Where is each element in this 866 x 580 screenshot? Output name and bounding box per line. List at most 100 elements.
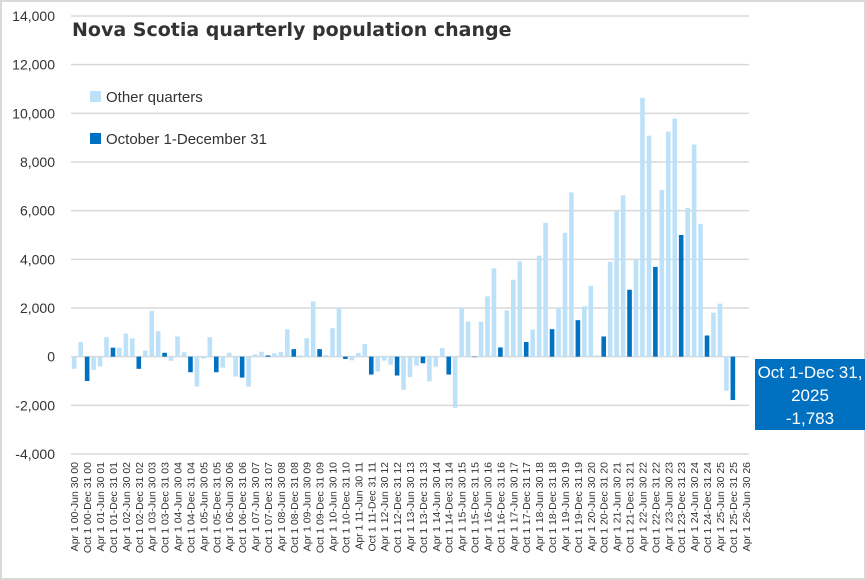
x-tick-label: Apr 1 07-Jun 30 07 <box>250 462 262 551</box>
y-tick-label: -2,000 <box>15 397 55 413</box>
y-tick-label: 12,000 <box>12 57 55 73</box>
x-tick-label: Apr 1 02-Jun 30 02 <box>121 462 133 551</box>
bar-october-december <box>343 356 348 359</box>
x-tick-label: Apr 1 03-Jun 30 03 <box>147 462 159 551</box>
legend-label-other-quarters: Other quarters <box>106 89 203 106</box>
x-tick-label: Oct 1 02-Dec 31 02 <box>134 462 146 553</box>
bar-october-december <box>730 356 736 401</box>
bar-october-december <box>188 356 193 373</box>
bar-other-quarter <box>556 308 561 357</box>
bar-other-quarter <box>252 354 258 357</box>
x-tick-label: Apr 1 19-Jun 30 19 <box>560 462 572 551</box>
bar-other-quarter <box>439 348 445 357</box>
bar-october-december <box>420 356 426 364</box>
bar-october-december <box>653 266 658 357</box>
bar-other-quarter <box>207 337 213 357</box>
x-tick-label: Oct 1 03-Dec 31 03 <box>160 462 172 553</box>
bar-other-quarter <box>607 261 613 357</box>
x-tick-label: Apr 1 14-Jun 30 14 <box>431 462 443 551</box>
bar-other-quarter <box>104 337 109 357</box>
x-tick-label: Oct 1 13-Dec 31 13 <box>418 462 430 553</box>
bar-other-quarter <box>459 308 464 357</box>
x-tick-label: Apr 1 18-Jun 30 18 <box>534 462 546 551</box>
bar-other-quarter <box>78 342 83 357</box>
bar-other-quarter <box>594 355 600 357</box>
bar-october-december <box>549 329 555 357</box>
bar-other-quarter <box>336 308 342 357</box>
y-axis-labels: -4,000 -2,000 0 2,000 4,000 6,000 8,000 10,000 1… <box>12 8 55 462</box>
bar-other-quarter <box>310 301 316 357</box>
bar-other-quarter <box>155 331 161 357</box>
bar-other-quarter <box>233 356 238 377</box>
x-tick-label: Oct 1 15-Dec 31 15 <box>470 462 482 553</box>
bar-other-quarter <box>130 338 135 357</box>
bar-october-december <box>575 320 581 357</box>
bar-other-quarter <box>717 303 723 357</box>
bar-other-quarter <box>511 279 516 357</box>
bar-october-december <box>265 355 271 357</box>
x-tick-label: Oct 1 06-Dec 31 06 <box>237 462 249 553</box>
bar-other-quarter <box>646 135 652 357</box>
x-tick-label: Oct 1 14-Dec 31 14 <box>444 462 456 553</box>
y-tick-label: -4,000 <box>15 446 55 462</box>
bar-other-quarter <box>349 356 355 361</box>
x-tick-label: Apr 1 05-Jun 30 05 <box>198 462 210 551</box>
bar-other-quarter <box>356 353 361 357</box>
x-tick-label: Oct 1 05-Dec 31 05 <box>211 462 223 553</box>
bar-october-december <box>678 235 684 357</box>
x-tick-label: Oct 1 11-Dec 31 11 <box>366 462 378 552</box>
bar-other-quarter <box>633 259 639 357</box>
bar-october-december <box>213 356 219 373</box>
x-tick-label: Apr 1 22-Jun 30 22 <box>637 462 649 551</box>
x-tick-label: Oct 1 23-Dec 31 23 <box>676 462 688 553</box>
bar-october-december <box>162 352 167 357</box>
x-tick-label: Oct 1 08-Dec 31 08 <box>289 462 301 553</box>
callout-line-3: -1,783 <box>786 409 834 428</box>
bar-october-december <box>523 342 529 357</box>
bar-other-quarter <box>123 333 129 357</box>
bar-other-quarter <box>433 356 439 367</box>
bar-other-quarter <box>330 328 335 357</box>
bar-other-quarter <box>407 356 413 378</box>
legend-swatch-other-quarters <box>90 91 101 102</box>
x-tick-label: Apr 1 21-Jun 30 21 <box>612 462 624 551</box>
legend-label-october-december: October 1-December 31 <box>106 131 267 148</box>
bar-other-quarter <box>226 352 232 357</box>
bar-other-quarter <box>388 356 393 365</box>
x-tick-label: Oct 1 18-Dec 31 18 <box>547 462 559 553</box>
bar-other-quarter <box>536 255 542 357</box>
bar-october-december <box>394 356 400 376</box>
bar-other-quarter <box>414 356 419 366</box>
bar-other-quarter <box>220 356 226 368</box>
bar-other-quarter <box>362 344 368 357</box>
y-tick-label: 2,000 <box>20 300 55 316</box>
x-tick-label: Apr 1 16-Jun 30 16 <box>482 462 494 551</box>
bar-october-december <box>446 356 452 375</box>
bar-other-quarter <box>504 310 510 357</box>
x-tick-label: Apr 1 23-Jun 30 23 <box>663 462 675 551</box>
callout-annotation: Oct 1-Dec 31, 2025 -1,783 <box>755 359 865 430</box>
bar-other-quarter <box>640 97 645 357</box>
bar-october-december <box>110 347 116 357</box>
bar-other-quarter <box>381 356 387 361</box>
callout-line-1: Oct 1-Dec 31, <box>758 363 863 382</box>
y-tick-label: 8,000 <box>20 154 55 170</box>
x-tick-label: Apr 1 04-Jun 30 04 <box>173 462 185 551</box>
bar-other-quarter <box>659 189 665 357</box>
bar-october-december <box>601 336 607 357</box>
bar-other-quarter <box>569 192 574 357</box>
bar-october-december <box>704 335 710 357</box>
bar-other-quarter <box>401 356 406 390</box>
bar-other-quarter <box>478 321 484 357</box>
x-tick-label: Oct 1 22-Dec 31 22 <box>650 462 662 553</box>
x-tick-label: Oct 1 16-Dec 31 16 <box>495 462 507 553</box>
bar-other-quarter <box>465 321 471 357</box>
bar-other-quarter <box>259 351 264 357</box>
x-tick-label: Oct 1 10-Dec 31 10 <box>340 462 352 553</box>
bar-other-quarter <box>452 356 458 408</box>
x-tick-label: Oct 1 01-Dec 31 01 <box>108 462 120 553</box>
x-tick-label: Oct 1 07-Dec 31 07 <box>263 462 275 553</box>
x-tick-label: Apr 1 15-Jun 30 15 <box>457 462 469 551</box>
bar-other-quarter <box>491 268 497 357</box>
